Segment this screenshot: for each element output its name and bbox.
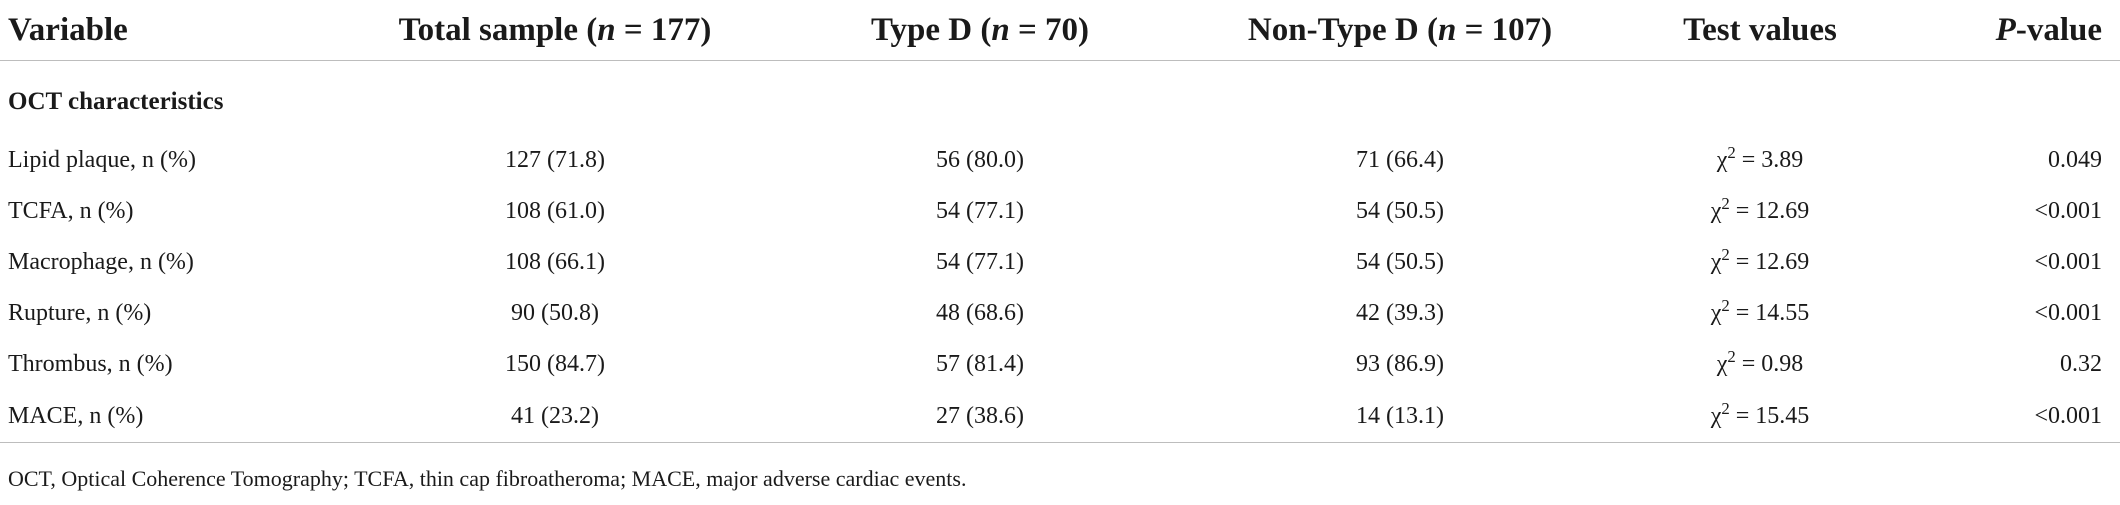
cell-total: 41 (23.2): [340, 390, 770, 443]
table-row: Thrombus, n (%) 150 (84.7) 57 (81.4) 93 …: [0, 339, 2120, 390]
header-variable: Variable: [0, 0, 340, 61]
cell-type-d: 27 (38.6): [770, 390, 1190, 443]
cell-total: 127 (71.8): [505, 147, 605, 173]
table-row: MACE, n (%) 41 (23.2) 27 (38.6) 14 (13.1…: [0, 390, 2120, 443]
oct-characteristics-table: Variable Total sample (n = 177) Type D (…: [0, 0, 2120, 443]
table-row: Lipid plaque, n (%) 127 (71.8) 56 (80.0)…: [0, 135, 2120, 186]
cell-test-value: χ2 = 15.45: [1610, 390, 1910, 443]
cell-test-value: χ2 = 3.89: [1716, 142, 1804, 173]
header-total-sample: Total sample (n = 177): [340, 0, 770, 61]
header-row: Variable Total sample (n = 177) Type D (…: [0, 0, 2120, 61]
cell-non-type-d: 71 (66.4): [1356, 147, 1444, 173]
section-row: OCT characteristics: [0, 61, 2120, 136]
header-test-values: Test values: [1610, 0, 1910, 61]
header-non-type-d: Non-Type D (n = 107): [1190, 0, 1610, 61]
cell-p-value: <0.001: [1910, 390, 2120, 443]
cell-non-type-d: 93 (86.9): [1356, 351, 1444, 377]
cell-total: 150 (84.7): [505, 351, 605, 377]
cell-type-d: 54 (77.1): [936, 249, 1024, 275]
cell-variable: TCFA, n (%): [8, 198, 134, 224]
cell-variable: Thrombus, n (%): [8, 351, 173, 377]
cell-type-d: 48 (68.6): [936, 300, 1024, 326]
cell-variable: Rupture, n (%): [8, 300, 152, 326]
header-p-value: P-value: [1910, 0, 2120, 61]
cell-variable: Lipid plaque, n (%): [8, 147, 196, 173]
cell-total: 90 (50.8): [511, 300, 599, 326]
table-row: TCFA, n (%) 108 (61.0) 54 (77.1) 54 (50.…: [0, 186, 2120, 237]
cell-test-value: χ2 = 12.69: [1710, 193, 1810, 224]
table-footnote: OCT, Optical Coherence Tomography; TCFA,…: [8, 466, 967, 491]
cell-non-type-d: 54 (50.5): [1356, 198, 1444, 224]
cell-p-value: 0.049: [2048, 147, 2102, 173]
cell-type-d: 54 (77.1): [936, 198, 1024, 224]
section-title: OCT characteristics: [8, 88, 224, 115]
cell-p-value: <0.001: [2034, 198, 2102, 224]
cell-test-value: χ2 = 0.98: [1716, 346, 1804, 377]
header-type-d: Type D (n = 70): [770, 0, 1190, 61]
cell-non-type-d: 42 (39.3): [1356, 300, 1444, 326]
cell-type-d: 57 (81.4): [936, 351, 1024, 377]
cell-p-value: 0.32: [2060, 351, 2102, 377]
cell-p-value: <0.001: [2034, 249, 2102, 275]
cell-non-type-d: 54 (50.5): [1356, 249, 1444, 275]
cell-total: 108 (61.0): [505, 198, 605, 224]
cell-type-d: 56 (80.0): [936, 147, 1024, 173]
cell-p-value: <0.001: [2034, 300, 2102, 326]
cell-total: 108 (66.1): [505, 249, 605, 275]
table-row: Rupture, n (%) 90 (50.8) 48 (68.6) 42 (3…: [0, 288, 2120, 339]
table-row: Macrophage, n (%) 108 (66.1) 54 (77.1) 5…: [0, 237, 2120, 288]
cell-test-value: χ2 = 14.55: [1710, 295, 1810, 326]
cell-non-type-d: 14 (13.1): [1190, 390, 1610, 443]
cell-variable: Macrophage, n (%): [8, 249, 194, 275]
cell-test-value: χ2 = 12.69: [1710, 244, 1810, 275]
cell-variable: MACE, n (%): [0, 390, 340, 443]
